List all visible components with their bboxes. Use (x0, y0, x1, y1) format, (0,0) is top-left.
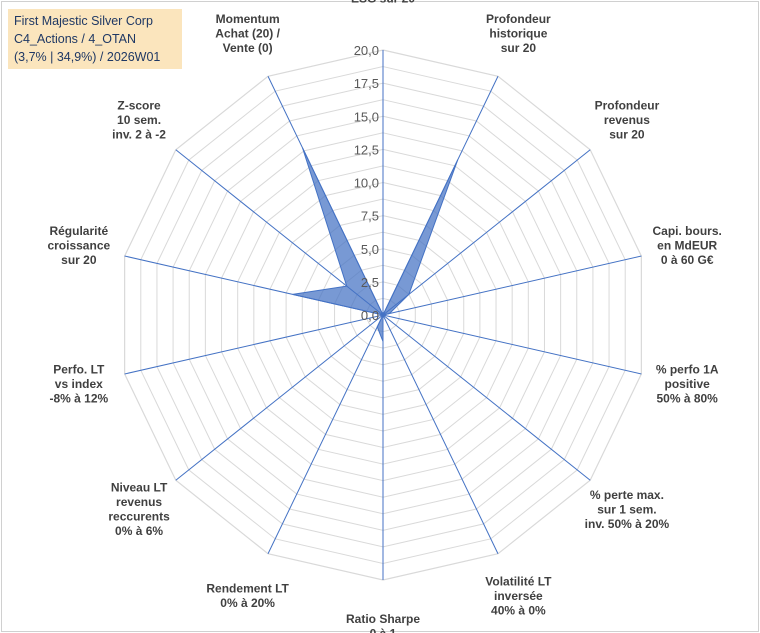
axis-label-line: 50% à 80% (656, 392, 718, 406)
axis-label-line: Momentum (216, 12, 280, 26)
axis-label-line: 0% à 6% (115, 524, 163, 538)
axis-label-line: sur 1 sem. (597, 502, 656, 516)
radar-axis-labels: NoteESG sur 20Profondeurhistoriquesur 20… (47, 0, 721, 633)
axis-label-line: sur 20 (609, 128, 645, 142)
axis-label: Régularité croissance sur 20 (47, 224, 110, 267)
axis-label-line: -8% à 12% (49, 392, 108, 406)
tick-label: 17,5 (354, 76, 379, 91)
axis-label: Perfo. LT vs index -8% à 12% (49, 363, 108, 406)
radar-tick-labels: 0,0 2,5 5,0 7,5 10,0 12,5 15,0 17,5 20,0 (354, 43, 379, 323)
axis-label-line: Profondeur (595, 99, 660, 113)
axis-label: % perfo 1A positive 50% à 80% (656, 363, 719, 406)
axis-label: Profondeur historique sur 20 (486, 12, 551, 55)
axis-label-line: vs index (55, 377, 103, 391)
axis-label: Capi. bours. en MdEUR 0 à 60 G€ (653, 224, 722, 267)
axis-label-line: ESG sur 20 (351, 0, 415, 6)
axis-label-line: Ratio Sharpe (346, 612, 420, 626)
axis-label-line: inv. 50% à 20% (585, 517, 670, 531)
series-polygon (292, 147, 459, 342)
tick-label: 15,0 (354, 109, 379, 124)
axis-label-line: Profondeur (486, 12, 551, 26)
axis-label-line: Achat (20) / (215, 27, 280, 41)
radar-spoke (382, 314, 642, 375)
axis-label-line: positive (664, 377, 710, 391)
tick-label: 5,0 (361, 242, 379, 257)
axis-label: NoteESG sur 20 (351, 0, 415, 6)
axis-label-line: revenus (116, 495, 162, 509)
axis-label: Momentum Achat (20) / Vente (0) (215, 12, 280, 55)
axis-label-line: Vente (0) (223, 41, 273, 55)
axis-label: % perte max. sur 1 sem. inv. 50% à 20% (585, 488, 670, 531)
tick-label: 12,5 (354, 142, 379, 157)
axis-label-line: Rendement LT (206, 582, 289, 596)
axis-label-line: 0 à 1 (370, 627, 397, 633)
chart-title-box: First Majestic Silver Corp C4_Actions / … (8, 9, 182, 69)
title-line-company: First Majestic Silver Corp (14, 14, 153, 28)
radar-spoke (382, 255, 642, 316)
tick-label: 0,0 (361, 308, 379, 323)
radar-series (292, 147, 459, 342)
tick-label: 2,5 (361, 275, 379, 290)
radar-spoke (175, 314, 384, 481)
axis-label-line: 0% à 20% (220, 596, 275, 610)
axis-label-line: reccurents (108, 510, 170, 524)
axis-label-line: Perfo. LT (53, 363, 105, 377)
axis-label: Niveau LT revenus reccurents 0% à 6% (108, 481, 170, 539)
axis-label-line: Z-score (117, 99, 161, 113)
axis-label-line: Capi. bours. (653, 224, 722, 238)
axis-label-line: Volatilité LT (485, 574, 552, 588)
radar-spoke (124, 314, 384, 375)
axis-label-line: historique (489, 27, 547, 41)
axis-label-line: % perfo 1A (656, 363, 719, 377)
axis-label-line: sur 20 (61, 253, 97, 267)
axis-label-line: 0 à 60 G€ (661, 253, 714, 267)
title-line-stats: (3,7% | 34,9%) / 2026W01 (14, 50, 161, 64)
axis-label: Volatilité LT inversée 40% à 0% (485, 574, 552, 617)
radar-spoke (382, 149, 591, 316)
axis-label-line: revenus (604, 113, 650, 127)
axis-label-line: 10 sem. (117, 113, 161, 127)
axis-label: Z-score 10 sem. inv. 2 à -2 (112, 99, 166, 142)
tick-label: 7,5 (361, 209, 379, 224)
title-line-category: C4_Actions / 4_OTAN (14, 32, 137, 46)
axis-label-line: en MdEUR (657, 238, 717, 252)
axis-label-line: inv. 2 à -2 (112, 128, 166, 142)
axis-label-line: croissance (47, 238, 110, 252)
axis-label-line: Niveau LT (111, 481, 168, 495)
axis-label: Rendement LT 0% à 20% (206, 582, 289, 611)
axis-label-line: % perte max. (590, 488, 664, 502)
tick-label: 20,0 (354, 43, 379, 58)
radar-spoke (382, 314, 591, 481)
radar-spoke (382, 314, 499, 554)
axis-label: Ratio Sharpe0 à 1 (346, 612, 420, 633)
axis-label-line: 40% à 0% (491, 603, 546, 617)
radar-spoke (267, 314, 384, 554)
axis-label: Profondeur revenus sur 20 (595, 99, 660, 142)
tick-label: 10,0 (354, 176, 379, 191)
axis-label-line: Régularité (49, 224, 108, 238)
axis-label-line: inversée (494, 589, 543, 603)
axis-label-line: sur 20 (501, 41, 537, 55)
